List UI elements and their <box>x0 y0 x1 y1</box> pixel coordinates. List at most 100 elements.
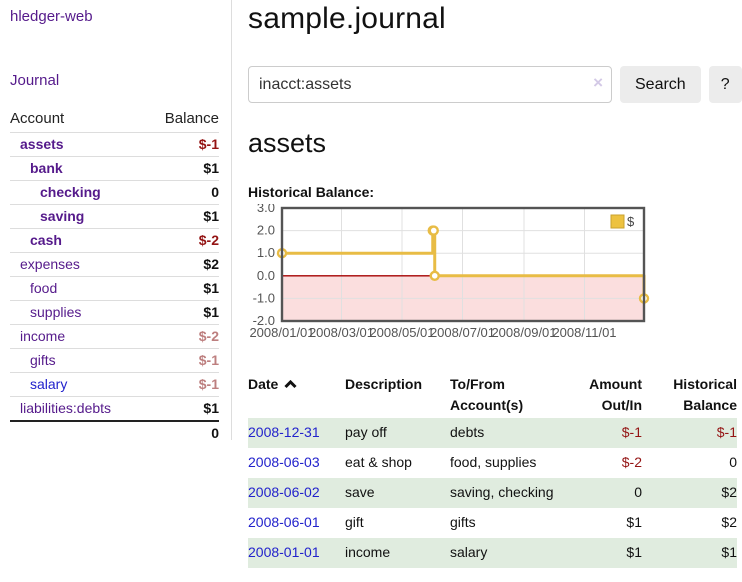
account-link-salary[interactable]: salary <box>30 376 68 392</box>
transaction-date-link[interactable]: 2008-01-01 <box>248 544 320 560</box>
transaction-row: 2008-12-31 pay off debts $-1 $-1 <box>248 418 737 448</box>
svg-text:0.0: 0.0 <box>257 268 275 283</box>
transaction-amount: $-2 <box>621 454 642 470</box>
transaction-accounts: gifts <box>450 514 476 530</box>
register-header-row: Date Description To/From Account(s) Amou… <box>248 372 737 418</box>
transaction-date-link[interactable]: 2008-06-03 <box>248 454 320 470</box>
account-link-checking[interactable]: checking <box>40 184 101 200</box>
svg-text:2008/07/01: 2008/07/01 <box>430 325 495 340</box>
transaction-accounts: debts <box>450 424 485 440</box>
brand-link[interactable]: hledger-web <box>10 8 93 25</box>
account-heading: assets <box>248 128 327 158</box>
account-row: expenses $2 <box>10 252 219 277</box>
svg-text:2.0: 2.0 <box>257 223 275 238</box>
help-button[interactable]: ? <box>708 66 742 103</box>
transaction-balance: $2 <box>721 514 737 530</box>
account-link-cash[interactable]: cash <box>30 232 62 248</box>
main-content: sample.journal × Search ? assets Histori… <box>232 0 742 568</box>
transaction-amount: $1 <box>626 514 642 530</box>
account-link-income[interactable]: income <box>20 328 66 344</box>
account-balance: $-1 <box>146 132 219 157</box>
transaction-date-link[interactable]: 2008-12-31 <box>248 424 320 440</box>
search-form: × Search ? <box>248 66 742 103</box>
svg-text:-2.0: -2.0 <box>253 313 275 328</box>
transaction-row: 2008-06-02 save saving, checking 0 $2 <box>248 478 737 508</box>
account-balance: $-2 <box>146 324 219 349</box>
col-description: Description <box>345 376 423 392</box>
sidebar: hledger-web Journal Account Balance asse… <box>0 0 232 445</box>
col-date-sort[interactable]: Date <box>248 372 345 418</box>
legend-swatch <box>610 214 625 229</box>
transaction-amount: $-1 <box>621 424 642 440</box>
transaction-accounts: food, supplies <box>450 454 537 470</box>
col-accounts: To/From Account(s) <box>450 376 524 413</box>
transaction-description: save <box>345 484 375 500</box>
svg-text:2008/01/01: 2008/01/01 <box>249 325 314 340</box>
transaction-balance: $2 <box>721 484 737 500</box>
transaction-description: pay off <box>345 424 387 440</box>
transaction-date-link[interactable]: 2008-06-02 <box>248 484 320 500</box>
svg-text:2008/11/01: 2008/11/01 <box>552 325 616 340</box>
register-table: Date Description To/From Account(s) Amou… <box>248 372 737 568</box>
transaction-description: gift <box>345 514 364 530</box>
accounts-col-balance: Balance <box>164 110 219 127</box>
svg-text:3.0: 3.0 <box>257 204 275 215</box>
account-link-liabilities-debts[interactable]: liabilities:debts <box>20 400 112 416</box>
clear-search-icon[interactable]: × <box>593 73 603 92</box>
transaction-description: eat & shop <box>345 454 412 470</box>
account-link-assets[interactable]: assets <box>20 136 64 152</box>
transaction-description: income <box>345 544 391 560</box>
transaction-accounts: saving, checking <box>450 484 554 500</box>
account-balance: $-1 <box>146 372 219 397</box>
svg-text:2008/09/01: 2008/09/01 <box>491 325 556 340</box>
account-link-gifts[interactable]: gifts <box>30 352 56 368</box>
account-row: assets $-1 <box>10 132 219 157</box>
search-input[interactable] <box>248 66 612 103</box>
account-row: liabilities:debts $1 <box>10 396 219 421</box>
account-row: salary $-1 <box>10 372 219 397</box>
transaction-balance: $-1 <box>716 424 737 440</box>
accounts-total-row: 0 <box>10 420 219 445</box>
svg-text:2008/05/01: 2008/05/01 <box>369 325 434 340</box>
col-balance: Historical Balance <box>673 376 737 413</box>
page-title: sample.journal <box>248 2 446 35</box>
transaction-balance: 0 <box>729 454 737 470</box>
transaction-date-link[interactable]: 2008-06-01 <box>248 514 320 530</box>
transaction-accounts: salary <box>450 544 488 560</box>
account-balance: $2 <box>146 252 219 277</box>
account-row: checking 0 <box>10 180 219 205</box>
account-balance: $-1 <box>146 348 219 373</box>
account-row: food $1 <box>10 276 219 301</box>
svg-text:$: $ <box>627 214 635 229</box>
col-amount: Amount Out/In <box>589 376 642 413</box>
transaction-balance: $1 <box>721 544 737 560</box>
account-row: income $-2 <box>10 324 219 349</box>
chart-title: Historical Balance: <box>248 184 375 200</box>
account-balance: $1 <box>146 300 219 325</box>
account-link-saving[interactable]: saving <box>40 208 85 224</box>
account-row: cash $-2 <box>10 228 219 253</box>
sidebar-item-journal[interactable]: Journal <box>10 72 60 89</box>
transaction-amount: $1 <box>626 544 642 560</box>
account-balance: $1 <box>146 396 219 421</box>
svg-text:1.0: 1.0 <box>257 245 275 260</box>
transaction-row: 2008-01-01 income salary $1 $1 <box>248 538 737 568</box>
accounts-table: Account Balance assets $-1 bank $1 check… <box>10 108 219 445</box>
account-balance: $1 <box>146 156 219 181</box>
account-row: gifts $-1 <box>10 348 219 373</box>
account-balance: $1 <box>146 204 219 229</box>
transaction-row: 2008-06-01 gift gifts $1 $2 <box>248 508 737 538</box>
account-balance: $-2 <box>146 228 219 253</box>
transaction-row: 2008-06-03 eat & shop food, supplies $-2… <box>248 448 737 478</box>
account-link-bank[interactable]: bank <box>30 160 63 176</box>
account-balance: $1 <box>146 276 219 301</box>
sort-asc-icon <box>284 374 297 395</box>
account-link-food[interactable]: food <box>30 280 58 296</box>
svg-text:2008/03/01: 2008/03/01 <box>309 325 374 340</box>
account-link-expenses[interactable]: expenses <box>20 256 80 272</box>
search-button[interactable]: Search <box>620 66 701 103</box>
transaction-amount: 0 <box>634 484 642 500</box>
account-link-supplies[interactable]: supplies <box>30 304 82 320</box>
accounts-col-account: Account <box>10 110 65 127</box>
accounts-total: 0 <box>146 420 219 445</box>
